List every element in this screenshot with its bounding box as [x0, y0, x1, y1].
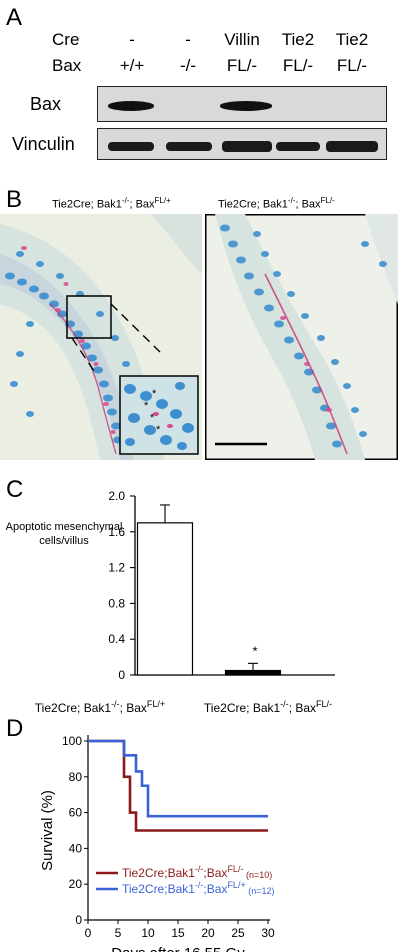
panel-a-label: A	[6, 4, 23, 31]
inset-marker-4: *	[156, 424, 161, 436]
vinculin-blot	[97, 128, 387, 160]
x-tick-label: 5	[115, 926, 122, 940]
column-5-bax: FL/-	[336, 56, 368, 75]
right-caption-text: Tie2Cre; Bak1	[218, 198, 288, 211]
category-label-1: Tie2Cre; Bak1-/-; BaxFL/+	[35, 699, 165, 715]
column-4-bax: FL/-	[282, 56, 314, 75]
x-tick-label: 20	[201, 926, 215, 940]
column-1-cre: -	[129, 30, 135, 49]
panel-c-label: C	[6, 476, 24, 503]
y-tick-label: 0.4	[108, 632, 125, 646]
y-tick-label: 40	[69, 841, 83, 855]
x-tick-label: 30	[261, 926, 275, 940]
column-4-cre: Tie2	[281, 30, 315, 49]
panel-b-left-caption: Tie2Cre; Bak1-/-; BaxFL/+	[52, 196, 171, 211]
left-caption-sup1: -/-	[121, 196, 130, 205]
column-3-bax: FL/-	[226, 56, 258, 75]
y-axis-label: Survival (%)	[39, 790, 56, 871]
bar-1	[136, 522, 194, 676]
bax-blot-label: Bax	[30, 94, 62, 114]
x-tick-label: 25	[231, 926, 245, 940]
y-tick-label: 60	[69, 806, 83, 820]
right-caption-sup1: -/-	[287, 196, 296, 205]
zoom-region-box	[66, 295, 112, 339]
panel-b-right-caption: Tie2Cre; Bak1-/-; BaxFL/-	[218, 196, 335, 211]
column-3-cre: Villin	[224, 30, 260, 49]
y-tick-label: 0	[75, 913, 82, 927]
column-5-cre: Tie2	[335, 30, 369, 49]
y-tick-label: 1.2	[108, 561, 125, 575]
cre-row-label: Cre	[52, 30, 80, 49]
x-axis-label: Days after 16.55 Gy	[111, 945, 245, 952]
vinculin-band-2	[166, 142, 212, 151]
vinculin-band-5	[326, 141, 378, 152]
y-tick-label: 20	[69, 877, 83, 891]
y-tick-label: 2.0	[108, 489, 125, 503]
survival-curve-2	[88, 739, 268, 818]
bax-band-3	[220, 101, 272, 111]
significance-marker: *	[252, 643, 257, 658]
panel-d-label: D	[6, 715, 24, 742]
vinculin-band-4	[276, 142, 320, 151]
x-tick-label: 10	[141, 926, 155, 940]
inset-marker-1: *	[152, 388, 157, 400]
legend-label-2: Tie2Cre;Bak1-/-;BaxFL/+ (n=12)	[122, 880, 274, 896]
legend-label-1: Tie2Cre;Bak1-/-;BaxFL/- (n=10)	[122, 864, 272, 880]
vinculin-blot-label: Vinculin	[12, 134, 75, 154]
y-tick-label: 0	[118, 668, 125, 682]
right-caption-mid: ; Bax	[295, 198, 321, 211]
bax-band-1	[108, 101, 154, 111]
y-tick-label: 80	[69, 770, 83, 784]
y-tick-label: 0.8	[108, 596, 125, 610]
y-tick-label: 100	[62, 734, 82, 748]
panel-d-chart: 0 20 40 60 80 100 0 5 10 15 20 25 30 Days after 16.55…	[39, 734, 275, 952]
x-tick-label: 0	[85, 926, 92, 940]
category-label-2: Tie2Cre; Bak1-/-; BaxFL/-	[204, 699, 332, 715]
micrograph-left	[0, 214, 202, 460]
left-caption-text: Tie2Cre; Bak1	[52, 198, 122, 211]
vinculin-band-1	[108, 142, 154, 151]
panel-c-ylabel: Apoptotic mesenchymal cells/villus	[5, 521, 123, 547]
bax-row-label: Bax	[52, 56, 82, 75]
right-caption-sup2: FL/-	[320, 196, 335, 205]
y-tick-label: 1.6	[108, 525, 125, 539]
x-tick-label: 15	[171, 926, 185, 940]
micrograph-right	[205, 214, 398, 460]
inset-marker-3: *	[150, 412, 155, 424]
left-caption-mid: ; Bax	[129, 198, 155, 211]
column-2-cre: -	[185, 30, 191, 49]
inset-marker-2: *	[144, 400, 149, 412]
bar-2	[224, 669, 282, 676]
vinculin-band-3	[222, 141, 272, 152]
bax-blot	[97, 86, 387, 122]
panel-b-label: B	[6, 186, 23, 213]
panel-c-chart: 0 0.4 0.8 1.2 1.6 2.0 * Tie2Cre; Bak1-/-; BaxFL…	[35, 489, 335, 715]
left-caption-sup2: FL/+	[154, 196, 171, 205]
column-1-bax: +/+	[119, 56, 145, 75]
column-2-bax: -/-	[179, 56, 197, 75]
